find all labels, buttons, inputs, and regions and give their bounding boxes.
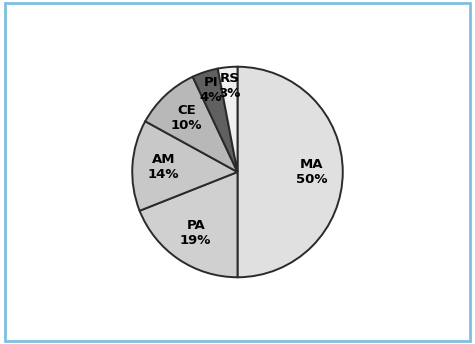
Text: MA
50%: MA 50% [296,158,328,186]
Wedge shape [132,121,238,211]
Wedge shape [238,67,343,277]
Text: PA
19%: PA 19% [180,219,211,247]
Text: AM
14%: AM 14% [148,153,179,181]
Wedge shape [218,67,238,172]
Text: RS
3%: RS 3% [218,72,240,100]
Wedge shape [193,68,238,172]
Text: CE
10%: CE 10% [171,104,202,132]
Wedge shape [140,172,238,277]
Wedge shape [145,77,238,172]
Text: PI
4%: PI 4% [200,76,222,104]
